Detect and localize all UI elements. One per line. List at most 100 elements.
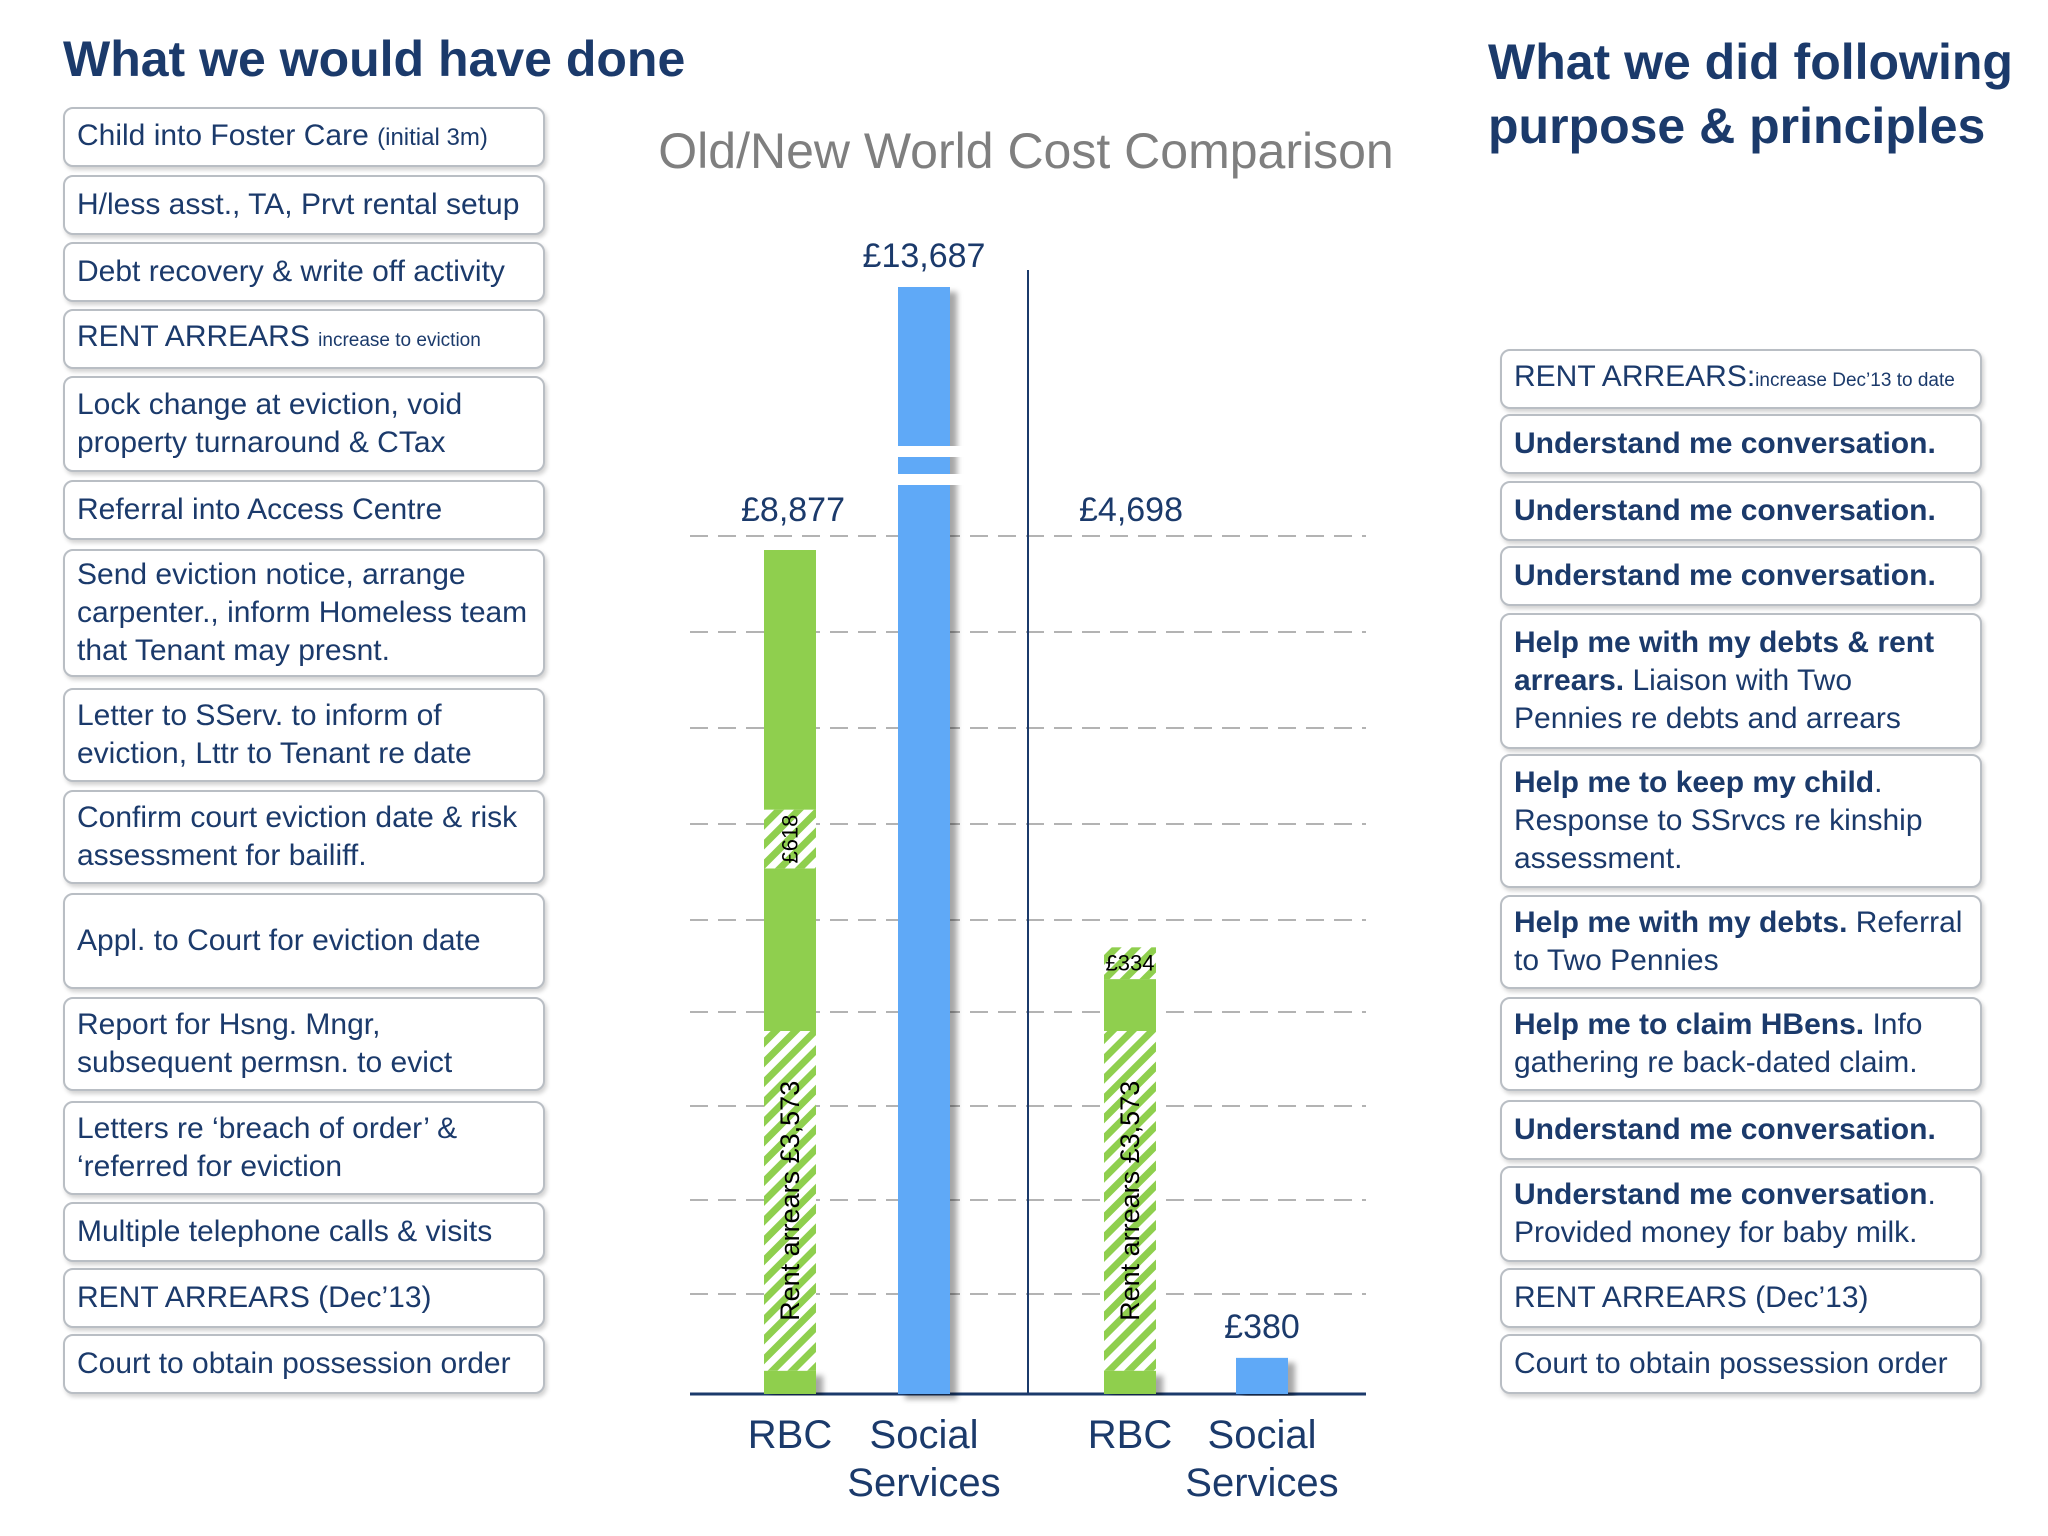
activity-text-part: RENT ARREARS [77,320,319,353]
activity-text-part: RENT ARREARS (Dec’13) [77,1281,432,1314]
category-label: Services [847,1461,1000,1505]
right-activity-box: Understand me conversation. [1500,481,1982,541]
activity-text-part: . Provided money for baby milk. [1514,1178,1936,1249]
left-activity-box: Lock change at eviction, void property t… [63,376,545,472]
activity-text-part: Lock change at eviction, void property t… [77,388,463,459]
activity-text: Referral into Access Centre [77,491,442,529]
bar-segment-label: Rent arrears £3,573 [775,1081,805,1321]
activity-text-part: Understand me conversation. [1514,559,1936,592]
right-heading-line2: purpose & principles [1488,98,1986,154]
left-activity-box: RENT ARREARS increase to eviction [63,309,545,369]
activity-text-part: RENT ARREARS: [1514,360,1756,393]
left-activity-box: Confirm court eviction date & risk asses… [63,790,545,884]
chart-title: Old/New World Cost Comparison [658,123,1393,179]
activity-text: Letter to SServ. to inform of eviction, … [77,697,531,773]
left-activity-box: Referral into Access Centre [63,480,545,540]
activity-text: Understand me conversation. [1514,425,1936,463]
category-label: RBC [1088,1413,1172,1457]
bar-segment-rbc [764,868,816,1031]
activity-text: Multiple telephone calls & visits [77,1213,492,1251]
activity-text-part: Send eviction notice, arrange carpenter.… [77,558,528,667]
bar-social-services [1236,1357,1288,1394]
activity-text-part: Confirm court eviction date & risk asses… [77,801,518,872]
bar-segment-rbc [1104,1370,1156,1394]
activity-text: Child into Foster Care (initial 3m) [77,117,488,157]
left-activity-box: Debt recovery & write off activity [63,242,545,302]
activity-text: RENT ARREARS increase to eviction [77,318,481,360]
bar-segment-label: £334 [1106,951,1155,976]
right-activity-box: Understand me conversation. [1500,414,1982,474]
activity-text: Court to obtain possession order [1514,1345,1948,1383]
activity-text: Court to obtain possession order [77,1345,511,1383]
activity-text-part: Letter to SServ. to inform of eviction, … [77,699,472,770]
activity-text: Report for Hsng. Mngr, subsequent permsn… [77,1006,531,1082]
left-activity-box: Send eviction notice, arrange carpenter.… [63,549,545,677]
category-label: Social [870,1413,979,1457]
activity-text-part: increase Dec’13 to date [1755,370,1955,391]
activity-text-part: RENT ARREARS (Dec’13) [1514,1281,1869,1314]
activity-text-part: H/less asst., TA, Prvt rental setup [77,188,520,221]
bar-segment-rent-arrears [764,1030,816,1371]
right-activity-box: Understand me conversation. [1500,546,1982,606]
right-activity-box: Help me to keep my child. Response to SS… [1500,754,1982,888]
activity-text: Letters re ‘breach of order’ & ‘referred… [77,1110,531,1186]
bar-segment-rbc [1104,979,1156,1031]
axis-break-gap [892,474,964,485]
activity-text-part: increase to eviction [318,330,481,351]
activity-text-part: Court to obtain possession order [1514,1347,1948,1380]
right-activity-box: RENT ARREARS (Dec’13) [1500,1268,1982,1328]
left-activity-box: Appl. to Court for eviction date [63,893,545,989]
activity-text: Understand me conversation. [1514,1111,1936,1149]
activity-text: Help me with my debts & rent arrears. Li… [1514,624,1968,738]
activity-text-part: Understand me conversation. [1514,494,1936,527]
activity-text: RENT ARREARS:increase Dec’13 to date [1514,358,1955,400]
activity-text-part: Info gathering re back-dated claim. [1514,1008,1923,1079]
left-activity-box: Multiple telephone calls & visits [63,1202,545,1262]
activity-text-part: Liaison with Two Pennies re debts and ar… [1514,664,1901,735]
right-activity-box: Help me with my debts. Referral to Two P… [1500,895,1982,989]
right-heading: What we did following purpose & principl… [1488,30,2028,158]
activity-text: H/less asst., TA, Prvt rental setup [77,186,519,224]
category-label: Services [1185,1461,1338,1505]
right-activity-box: Help me with my debts & rent arrears. Li… [1500,613,1982,749]
right-activity-box: Understand me conversation. [1500,1100,1982,1160]
activity-text: Send eviction notice, arrange carpenter.… [77,556,531,670]
activity-text-part: Understand me conversation [1514,1178,1928,1211]
right-activity-box: Help me to claim HBens. Info gathering r… [1500,997,1982,1091]
activity-text: Understand me conversation. [1514,557,1936,595]
left-activity-box: Letter to SServ. to inform of eviction, … [63,688,545,782]
bar-segment-label: £618 [778,815,803,864]
bar-segment-rbc [764,550,816,810]
bar-total-label: £380 [1224,1308,1300,1346]
activity-text: Help me with my debts. Referral to Two P… [1514,904,1968,980]
right-activity-box: Court to obtain possession order [1500,1334,1982,1394]
activity-text: Help me to claim HBens. Info gathering r… [1514,1006,1968,1082]
axis-break-gap [892,446,964,457]
left-activity-box: Report for Hsng. Mngr, subsequent permsn… [63,997,545,1091]
activity-text-part: Letters re ‘breach of order’ & ‘referred… [77,1112,458,1183]
bar-total-label: £4,698 [1079,491,1183,529]
right-activity-box: RENT ARREARS:increase Dec’13 to date [1500,349,1982,409]
activity-text: Understand me conversation. Provided mon… [1514,1176,1968,1252]
activity-text-part: Understand me conversation. [1514,1113,1936,1146]
activity-text-part: Debt recovery & write off activity [77,255,505,288]
activity-text-part: Help me with my debts. [1514,906,1848,939]
left-heading: What we would have done [63,31,686,87]
activity-text-part: Appl. to Court for eviction date [77,924,481,957]
activity-text: Lock change at eviction, void property t… [77,386,531,462]
activity-text-part: Multiple telephone calls & visits [77,1215,493,1248]
activity-text-part: Referral into Access Centre [77,493,443,526]
activity-text: Confirm court eviction date & risk asses… [77,799,531,875]
activity-text: Debt recovery & write off activity [77,253,505,291]
bar-segment-rent-arrears [764,809,816,869]
bar-total-label: £8,877 [741,491,845,529]
bar-total-label: £13,687 [863,237,986,275]
category-label: RBC [748,1413,832,1457]
activity-text: RENT ARREARS (Dec’13) [1514,1279,1869,1317]
activity-text-part: Referral to Two Pennies [1514,906,1963,977]
left-activity-box: Letters re ‘breach of order’ & ‘referred… [63,1101,545,1195]
activity-text-part: (initial 3m) [377,124,488,151]
bar-segment-rbc [764,1370,816,1394]
activity-text-part: Help me with my debts & rent arrears. [1514,626,1935,697]
